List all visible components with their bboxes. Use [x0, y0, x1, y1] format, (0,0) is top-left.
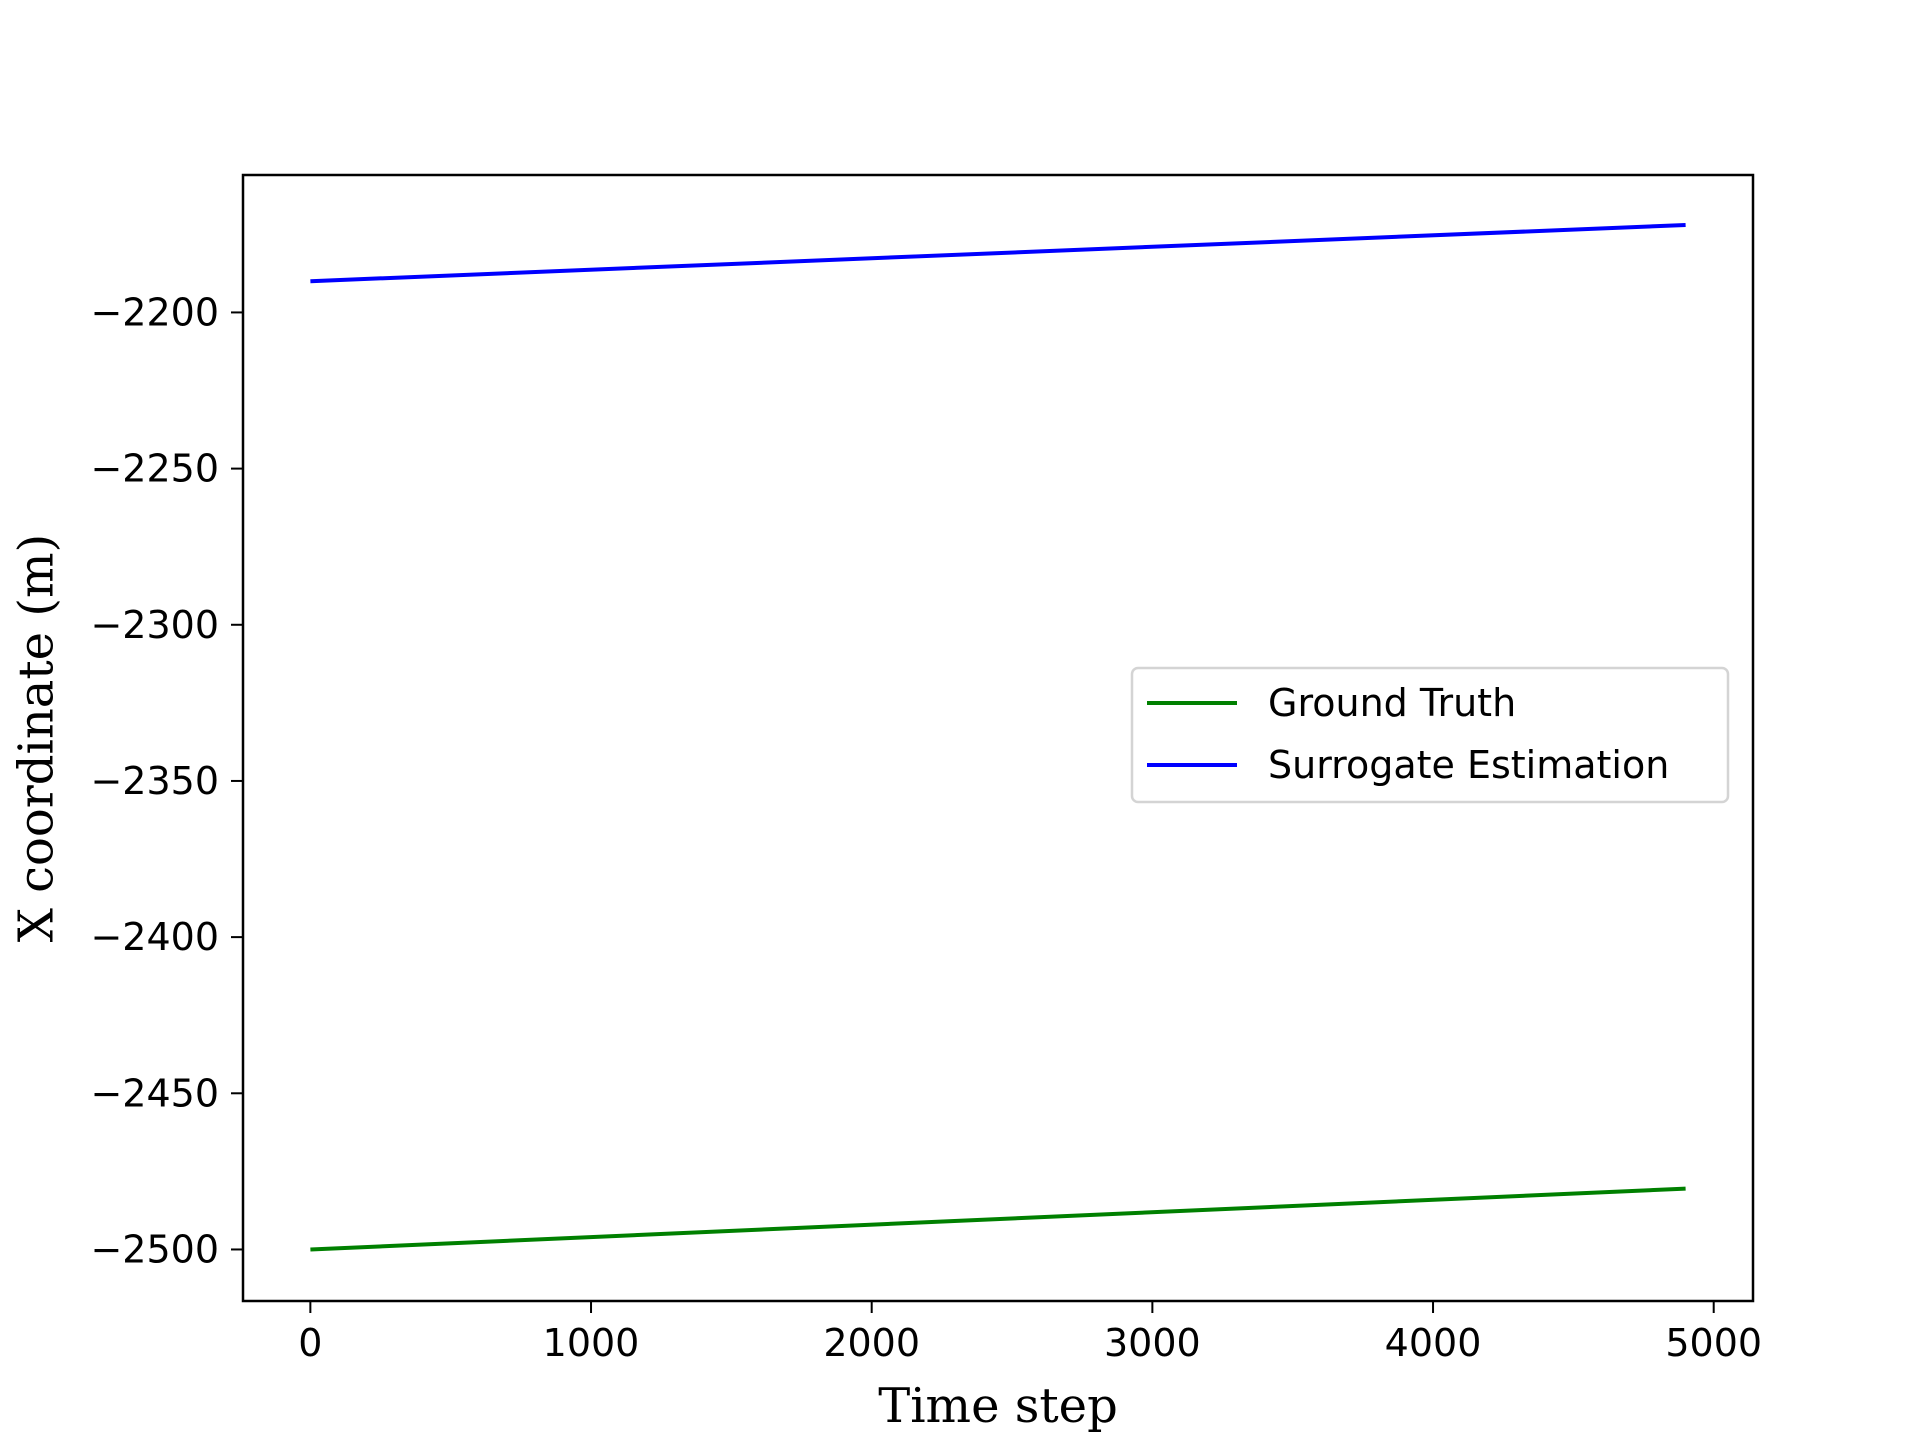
legend-box — [1130, 666, 1730, 804]
x-tick-label: 0 — [298, 1321, 322, 1365]
y-tick-label: −2350 — [90, 759, 219, 803]
x-axis: 0 1000 2000 3000 4000 5000 — [298, 1301, 1762, 1365]
legend-label: Ground Truth — [1268, 681, 1516, 725]
y-tick-label: −2400 — [90, 915, 219, 959]
y-tick-label: −2250 — [90, 447, 219, 491]
x-tick-label: 5000 — [1665, 1321, 1762, 1365]
y-tick-label: −2300 — [90, 603, 219, 647]
legend: Ground Truth Surrogate Estimation — [1130, 666, 1730, 804]
y-tick-label: −2500 — [90, 1227, 219, 1271]
y-tick-label: −2450 — [90, 1071, 219, 1115]
x-tick-label: 3000 — [1104, 1321, 1201, 1365]
y-axis: −2500 −2450 −2400 −2350 −2300 −2250 −2200 — [90, 290, 243, 1271]
y-axis-title: X coordinate (m) — [9, 534, 65, 943]
x-tick-label: 4000 — [1385, 1321, 1482, 1365]
legend-label: Surrogate Estimation — [1268, 743, 1669, 787]
x-tick-label: 1000 — [543, 1321, 640, 1365]
series-line-surrogate-estimation — [310, 223, 1686, 284]
y-tick-label: −2200 — [90, 290, 219, 334]
series-line-ground-truth — [310, 1186, 1686, 1252]
plot-frame — [241, 173, 1755, 1303]
x-axis-title: Time step — [878, 1378, 1118, 1434]
series-layer — [310, 223, 1686, 1252]
x-tick-label: 2000 — [823, 1321, 920, 1365]
